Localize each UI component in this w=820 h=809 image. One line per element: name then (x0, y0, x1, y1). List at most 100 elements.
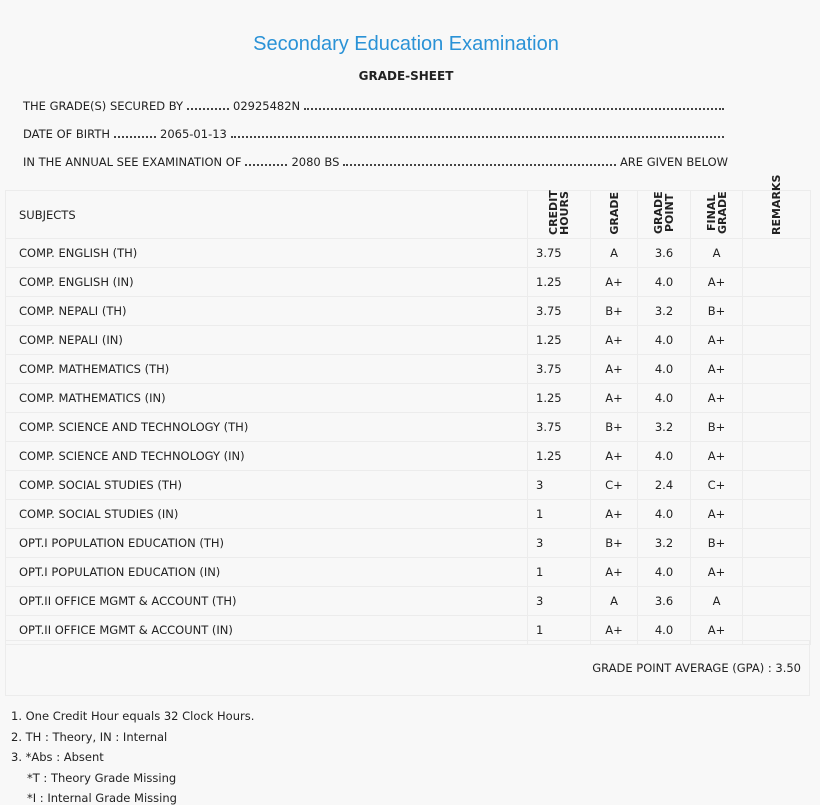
column-header: GRADE POINT (637, 190, 691, 239)
subject: COMP. NEPALI (TH) (5, 296, 528, 326)
cell: B+ (690, 296, 743, 326)
leader (114, 128, 157, 138)
cell: A+ (690, 325, 743, 355)
cell: 4.0 (637, 383, 691, 413)
cell: 4.0 (637, 267, 691, 297)
cell: A+ (590, 499, 638, 529)
leader (187, 100, 230, 110)
cell (742, 441, 811, 471)
cell: 3.75 (527, 238, 591, 268)
column-header: GRADE (590, 190, 638, 239)
subject: COMP. MATHEMATICS (TH) (5, 354, 528, 384)
table-row: COMP. ENGLISH (IN) 1.25 A+ 4.0 A+ (5, 267, 811, 297)
subject: COMP. MATHEMATICS (IN) (5, 383, 528, 413)
cell: A+ (690, 267, 743, 297)
cell: 4.0 (637, 557, 691, 587)
cell: 3.75 (527, 412, 591, 442)
subject: COMP. SOCIAL STUDIES (IN) (5, 499, 528, 529)
info-label: DATE OF BIRTH (23, 127, 111, 141)
column-header: CREDIT HOURS (527, 190, 591, 239)
notes: 1. One Credit Hour equals 32 Clock Hours… (11, 706, 254, 809)
leader (245, 156, 288, 166)
column-header: REMARKS (742, 175, 811, 239)
cell: 1 (527, 557, 591, 587)
cell: A+ (590, 441, 638, 471)
table-row: COMP. ENGLISH (TH) 3.75 A 3.6 A (5, 238, 811, 268)
header-row: SUBJECTS CREDIT HOURS GRADE GRADE POINT FINA… (5, 175, 811, 239)
cell: 4.0 (637, 499, 691, 529)
table-row: COMP. SCIENCE AND TECHNOLOGY (IN) 1.25 A+ 4… (5, 441, 811, 471)
note: 2. TH : Theory, IN : Internal (11, 729, 168, 744)
cell: A (590, 238, 638, 268)
subject: OPT.II OFFICE MGMT & ACCOUNT (TH) (5, 586, 528, 616)
info-line: IN THE ANNUAL SEE EXAMINATION OF 2080 BS A… (23, 155, 728, 169)
cell: 3.2 (637, 412, 691, 442)
cell: B+ (590, 528, 638, 558)
subject: OPT.I POPULATION EDUCATION (TH) (5, 528, 528, 558)
cell: A+ (590, 383, 638, 413)
table-row: COMP. MATHEMATICS (TH) 3.75 A+ 4.0 A+ (5, 354, 811, 384)
cell (742, 296, 811, 326)
cell: 1.25 (527, 441, 591, 471)
cell: 2.4 (637, 470, 691, 500)
cell: 3 (527, 586, 591, 616)
cell: 3.2 (637, 296, 691, 326)
table-row: COMP. SOCIAL STUDIES (IN) 1 A+ 4.0 A+ (5, 499, 811, 529)
cell: A+ (690, 557, 743, 587)
info-value: 02925482N (233, 99, 301, 113)
cell (742, 470, 811, 500)
table-body: COMP. ENGLISH (TH) 3.75 A 3.6 A COMP. ENGLISH… (5, 238, 811, 645)
cell: A+ (590, 557, 638, 587)
table-row: OPT.I POPULATION EDUCATION (TH) 3 B+ 3.2 B+ (5, 528, 811, 558)
cell: 4.0 (637, 354, 691, 384)
info-label: IN THE ANNUAL SEE EXAMINATION OF (23, 155, 242, 169)
cell (742, 557, 811, 587)
cell (742, 325, 811, 355)
note: 1. One Credit Hour equals 32 Clock Hours… (11, 709, 255, 723)
cell (742, 267, 811, 297)
column-header-text: GRADE (607, 191, 621, 235)
cell: A+ (690, 499, 743, 529)
cell (742, 499, 811, 529)
cell: 3.6 (637, 238, 691, 268)
subject: OPT.I POPULATION EDUCATION (IN) (5, 557, 528, 587)
gpa: GRADE POINT AVERAGE (GPA) : 3.50 (592, 661, 801, 675)
cell: 1.25 (527, 383, 591, 413)
cell (742, 528, 811, 558)
cell: A+ (590, 325, 638, 355)
column-header-text: FINAL GRADE (704, 191, 729, 235)
subject: COMP. ENGLISH (TH) (5, 238, 528, 268)
cell (742, 354, 811, 384)
table-row: OPT.II OFFICE MGMT & ACCOUNT (TH) 3 A 3.6 A (5, 586, 811, 616)
cell: 3.6 (637, 586, 691, 616)
cell: 1.25 (527, 325, 591, 355)
leader (343, 156, 616, 166)
cell: 4.0 (637, 325, 691, 355)
table-row: COMP. MATHEMATICS (IN) 1.25 A+ 4.0 A+ (5, 383, 811, 413)
column-header-text: GRADE POINT (652, 191, 676, 235)
cell: 3.75 (527, 296, 591, 326)
info-line: DATE OF BIRTH 2065-01-13 (23, 127, 728, 141)
cell: C+ (590, 470, 638, 500)
column-header: FINAL GRADE (690, 190, 743, 239)
info-line: THE GRADE(S) SECURED BY 02925482N (23, 99, 728, 113)
subject: COMP. ENGLISH (IN) (5, 267, 528, 297)
cell: 4.0 (637, 441, 691, 471)
subject: COMP. SCIENCE AND TECHNOLOGY (IN) (5, 441, 528, 471)
cell: A+ (690, 354, 743, 384)
column-header: SUBJECTS (5, 190, 528, 239)
gpa-label: GRADE POINT AVERAGE (GPA) : (592, 661, 772, 675)
note: *I : Internal Grade Missing (27, 791, 177, 805)
cell: B+ (590, 412, 638, 442)
subject: COMP. NEPALI (IN) (5, 325, 528, 355)
table-row: COMP. SCIENCE AND TECHNOLOGY (TH) 3.75 B+ 3… (5, 412, 811, 442)
cell: 3.2 (637, 528, 691, 558)
cell: A+ (690, 383, 743, 413)
cell: B+ (690, 528, 743, 558)
cell (742, 412, 811, 442)
info-label: THE GRADE(S) SECURED BY (23, 99, 184, 113)
subtitle: GRADE-SHEET (358, 69, 454, 83)
cell: B+ (690, 412, 743, 442)
cell: 1 (527, 499, 591, 529)
